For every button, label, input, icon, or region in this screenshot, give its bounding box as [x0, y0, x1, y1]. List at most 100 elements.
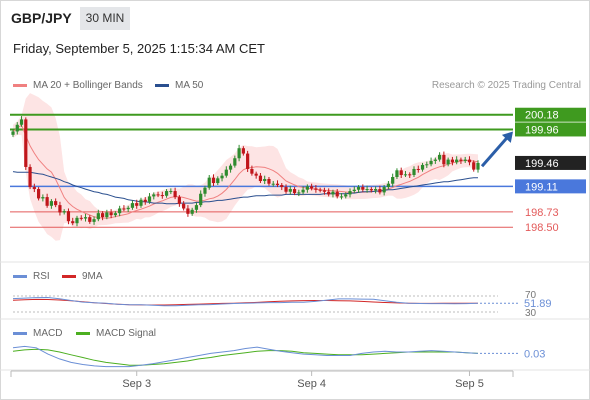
candle — [246, 153, 250, 169]
candle — [271, 183, 275, 185]
candle — [429, 160, 433, 165]
candle — [88, 217, 92, 222]
candle — [83, 217, 88, 219]
candle — [450, 159, 455, 163]
candle — [173, 191, 177, 198]
candle — [280, 185, 284, 188]
candle — [177, 197, 181, 204]
macd-line — [12, 345, 479, 368]
candle — [62, 211, 66, 213]
candle — [310, 186, 314, 189]
candle — [241, 148, 245, 154]
candle — [378, 189, 382, 193]
candle — [54, 201, 58, 206]
candle — [224, 169, 228, 176]
candle — [203, 187, 207, 194]
candle — [58, 205, 62, 213]
price-legend-ma50: MA 50 — [155, 80, 203, 91]
candle — [412, 168, 416, 175]
x-tick-label: Sep 3 — [122, 378, 151, 390]
candle — [143, 199, 147, 202]
candle — [250, 168, 254, 174]
level-label-resistance: 199.96 — [525, 124, 559, 136]
candle — [314, 188, 318, 190]
macd-signal-legend-label: MACD Signal — [96, 328, 157, 339]
candle — [356, 187, 361, 190]
x-tick-label: Sep 4 — [297, 378, 326, 390]
candle — [194, 205, 199, 210]
candle — [92, 219, 96, 222]
candle — [305, 186, 309, 190]
rsi-legend-ma: 9MA — [62, 271, 103, 282]
candle — [459, 159, 463, 161]
rsi-line — [12, 296, 479, 307]
candle — [327, 191, 331, 195]
rsi-legend-rsi: RSI — [13, 271, 50, 282]
candle — [288, 189, 292, 192]
candle — [365, 189, 369, 191]
bollinger-band — [13, 93, 478, 241]
level-label-resistance: 200.18 — [525, 110, 559, 122]
candle — [24, 119, 28, 167]
candle — [275, 183, 280, 186]
candle — [442, 154, 446, 165]
candle — [32, 187, 36, 190]
level-label-last: 199.46 — [525, 158, 559, 170]
candle — [216, 178, 220, 184]
symbol-title: GBP/JPY — [11, 10, 72, 26]
candle — [126, 207, 130, 210]
level-label-support: 198.73 — [525, 207, 559, 219]
candle — [438, 154, 442, 160]
candle — [45, 197, 49, 206]
candle — [322, 190, 327, 192]
candle — [169, 191, 173, 193]
candle — [446, 159, 450, 165]
candle — [472, 162, 476, 170]
macd-signal-swatch — [76, 332, 90, 335]
candle — [408, 174, 412, 176]
candle — [147, 196, 152, 202]
ma20-legend-label: MA 20 + Bollinger Bands — [33, 80, 143, 91]
candle — [374, 189, 378, 191]
candle — [100, 213, 105, 218]
candle — [403, 174, 408, 176]
candle — [28, 166, 32, 188]
candle — [164, 191, 169, 196]
candle — [135, 203, 139, 206]
rsi-ma-swatch — [62, 275, 76, 278]
candle — [182, 203, 186, 209]
candle — [292, 189, 297, 194]
candle — [420, 164, 425, 170]
candle — [109, 212, 113, 216]
candle — [455, 159, 459, 163]
candle — [331, 191, 335, 195]
ma50-line — [12, 171, 478, 205]
ma50-legend-label: MA 50 — [175, 80, 204, 91]
candle — [433, 159, 437, 161]
candle — [19, 119, 24, 125]
candle — [105, 212, 109, 218]
rsi-tick-label: 30 — [525, 308, 537, 319]
candle — [190, 209, 194, 214]
macd-legend-macd: MACD — [13, 328, 62, 339]
candle — [399, 170, 403, 175]
candle — [297, 192, 301, 194]
candle — [160, 195, 164, 197]
candle — [386, 183, 391, 188]
candle — [237, 148, 241, 159]
candle — [258, 175, 263, 182]
candle — [211, 177, 216, 184]
timeframe-button[interactable]: 30 MIN — [80, 7, 130, 30]
candle — [118, 208, 122, 214]
price-legend-ma20: MA 20 + Bollinger Bands — [13, 80, 143, 91]
candle — [186, 208, 190, 214]
candle — [301, 189, 305, 193]
candle — [233, 158, 237, 166]
level-tag-pivot — [515, 179, 586, 194]
candle — [391, 177, 395, 184]
candle — [156, 194, 160, 196]
candle — [139, 199, 143, 206]
candle — [263, 179, 267, 182]
candle — [425, 164, 429, 166]
